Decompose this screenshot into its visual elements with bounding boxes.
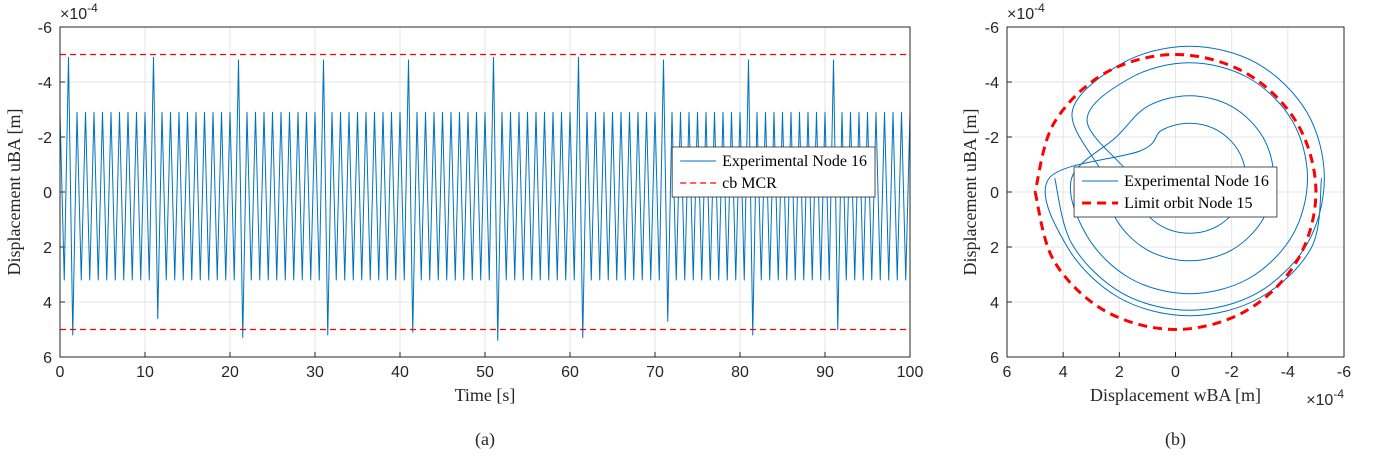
x-tick-label: 0 <box>1171 364 1180 381</box>
x-tick-label: 70 <box>646 364 664 381</box>
axes-box <box>59 26 911 358</box>
caption: (a) <box>475 429 495 450</box>
multiplier-base: ×10 <box>1306 392 1333 409</box>
y-tick-label: 4 <box>43 295 52 312</box>
x-tick-label: 100 <box>897 364 924 381</box>
axis-multiplier: ×10-4 <box>1007 1 1045 23</box>
x-tick-label: 60 <box>561 364 579 381</box>
axis-multiplier: ×10-4 <box>1306 387 1344 409</box>
legend: Experimental Node 16 Limit orbit Node 15 <box>1073 166 1278 218</box>
x-tick-label: 80 <box>731 364 749 381</box>
series-line <box>1044 45 1325 317</box>
x-tick-label: -6 <box>1337 364 1351 381</box>
legend: Experimental Node 16 cb MCR <box>671 146 876 198</box>
x-tick-label: 10 <box>136 364 154 381</box>
x-tick-label: 50 <box>476 364 494 381</box>
legend-box <box>671 146 876 198</box>
axis-multiplier: ×10-4 <box>60 1 98 23</box>
axes-box <box>1006 26 1345 358</box>
y-tick-label: -6 <box>985 20 999 37</box>
multiplier-exponent: -4 <box>87 1 98 15</box>
y-tick-label: -2 <box>38 130 52 147</box>
y-axis-label: Displacement uBA [m] <box>4 109 24 276</box>
chart: 0 10 20 30 40 50 60 70 80 90 100 -6 -4 -2 0 2 4 6 Time [s]… <box>4 1 923 450</box>
x-tick-label: 0 <box>56 364 65 381</box>
y-tick-label: -4 <box>38 75 52 92</box>
x-tick-label: 4 <box>1059 364 1068 381</box>
x-tick-label: 90 <box>816 364 834 381</box>
x-tick-label: 2 <box>1115 364 1124 381</box>
y-tick-label: 2 <box>43 240 52 257</box>
x-tick-label: -4 <box>1281 364 1295 381</box>
legend-label: Experimental Node 16 <box>1124 173 1269 190</box>
x-tick-label: 20 <box>221 364 239 381</box>
y-tick-label: -6 <box>38 20 52 37</box>
legend-box <box>1073 166 1278 218</box>
y-tick-label: -4 <box>985 75 999 92</box>
y-axis-label: Displacement uBA [m] <box>960 109 980 276</box>
multiplier-base: ×10 <box>60 6 87 23</box>
x-axis-label: Time [s] <box>455 385 516 405</box>
series-line <box>60 56 910 341</box>
x-tick-label: 40 <box>391 364 409 381</box>
x-tick-label: 6 <box>1003 364 1012 381</box>
x-tick-label: 30 <box>306 364 324 381</box>
chart: -6 -4 -2 0 2 4 6 -6 -4 -2 0 2 4 6 Displacement wBA [m]… <box>960 1 1351 450</box>
multiplier-base: ×10 <box>1007 6 1034 23</box>
y-tick-label: 6 <box>990 350 999 367</box>
y-tick-label: 6 <box>43 350 52 367</box>
legend-label: Limit orbit Node 15 <box>1124 195 1252 212</box>
multiplier-exponent: -4 <box>1333 387 1344 401</box>
y-tick-label: 0 <box>43 185 52 202</box>
multiplier-exponent: -4 <box>1034 1 1045 15</box>
x-tick-label: -2 <box>1225 364 1239 381</box>
series-line <box>1033 53 1318 331</box>
y-tick-label: 2 <box>990 240 999 257</box>
x-axis-label: Displacement wBA [m] <box>1090 385 1261 405</box>
y-tick-label: 4 <box>990 295 999 312</box>
y-tick-label: 0 <box>990 185 999 202</box>
legend-label: Experimental Node 16 <box>722 153 867 170</box>
caption: (b) <box>1165 429 1186 450</box>
y-tick-label: -2 <box>985 130 999 147</box>
legend-label: cb MCR <box>722 175 777 192</box>
